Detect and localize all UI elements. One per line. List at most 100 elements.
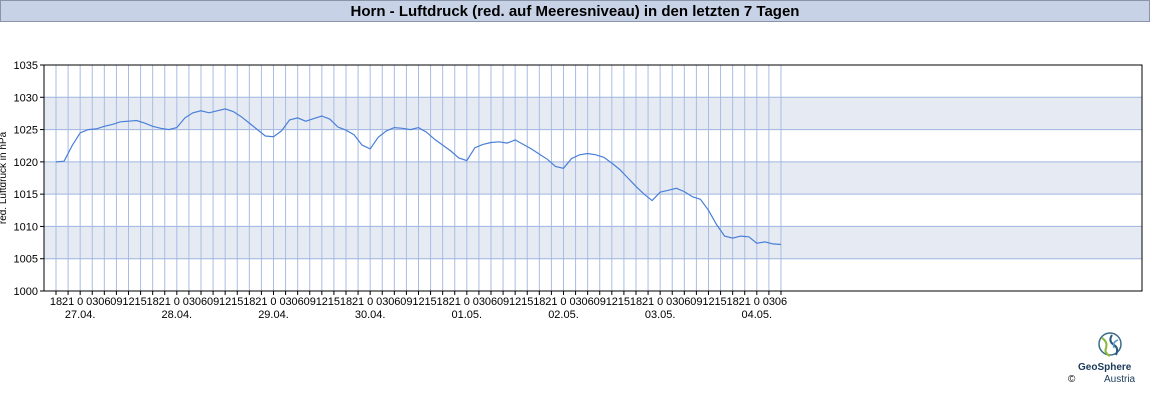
y-tick-label: 1035 [14,60,38,72]
x-tick-label: 06 [98,296,110,308]
date-label: 04.05. [742,309,773,321]
background-band [44,97,1142,130]
x-tick-label: 21 [62,296,74,308]
x-tick-label: 09 [690,296,702,308]
x-tick-label: 03 [376,296,388,308]
x-tick-label: 0 [657,296,663,308]
date-label: 01.05. [452,309,483,321]
x-tick-label: 03 [763,296,775,308]
x-tick-label: 09 [110,296,122,308]
x-tick-label: 18 [243,296,255,308]
chart-title: Horn - Luftdruck (red. auf Meeresniveau)… [350,3,800,20]
copyright: © [1068,374,1076,385]
date-label: 02.05. [548,309,579,321]
y-tick-label: 1020 [14,157,38,169]
x-tick-label: 0 [174,296,180,308]
background-band [44,65,1142,98]
y-tick-label: 1010 [14,221,38,233]
x-tick-label: 03 [473,296,485,308]
x-tick-label: 15 [521,296,533,308]
x-tick-label: 0 [754,296,760,308]
chart-title-bar: Horn - Luftdruck (red. auf Meeresniveau)… [0,0,1150,22]
x-tick-label: 21 [545,296,557,308]
background-band [44,226,1142,259]
x-tick-label: 15 [231,296,243,308]
logo-name: GeoSphere [1078,362,1132,373]
x-tick-label: 15 [424,296,436,308]
x-tick-label: 06 [195,296,207,308]
x-tick-label: 21 [642,296,654,308]
x-tick-label: 0 [77,296,83,308]
x-tick-label: 21 [739,296,751,308]
date-label: 03.05. [645,309,676,321]
x-tick-label: 09 [207,296,219,308]
background-band [44,161,1142,195]
x-tick-label: 15 [328,296,340,308]
y-tick-label: 1015 [14,189,38,201]
x-tick-label: 06 [388,296,400,308]
x-tick-label: 03 [569,296,581,308]
x-tick-label: 09 [400,296,412,308]
x-tick-label: 18 [727,296,739,308]
x-tick-label: 12 [702,296,714,308]
y-tick-label: 1000 [14,286,38,298]
x-tick-label: 15 [134,296,146,308]
x-tick-label: 21 [159,296,171,308]
background-bands [44,65,1142,291]
x-tick-label: 06 [582,296,594,308]
x-tick-label: 18 [147,296,159,308]
x-tick-label: 18 [50,296,62,308]
x-tick-label: 21 [352,296,364,308]
x-tick-label: 12 [606,296,618,308]
x-tick-label: 0 [270,296,276,308]
x-tick-label: 06 [485,296,497,308]
x-tick-label: 09 [304,296,316,308]
x-tick-label: 06 [678,296,690,308]
date-label: 27.04. [65,309,96,321]
x-tick-label: 09 [497,296,509,308]
y-tick-label: 1005 [14,254,38,266]
y-tick-label: 1030 [14,92,38,104]
background-band [44,258,1142,291]
x-tick-label: 06 [292,296,304,308]
x-tick-label: 03 [183,296,195,308]
date-label: 30.04. [355,309,386,321]
x-tick-label: 09 [594,296,606,308]
geosphere-logo-icon [1098,332,1122,357]
x-tick-label: 18 [533,296,545,308]
x-tick-label: 18 [437,296,449,308]
x-tick-label: 12 [316,296,328,308]
x-tick-label: 0 [464,296,470,308]
x-tick-label: 12 [122,296,134,308]
x-axis-dates: 27.04. 28.04. 29.04. 30.04. 01.05. 02.05. 03.0… [65,309,772,321]
background-band [44,129,1142,162]
x-tick-label: 15 [714,296,726,308]
x-tick-label: 18 [630,296,642,308]
x-tick-label: 12 [412,296,424,308]
x-tick-label: 21 [255,296,267,308]
x-tick-label: 21 [449,296,461,308]
x-tick-label: 06 [775,296,787,308]
x-tick-label: 0 [367,296,373,308]
x-tick-label: 0 [560,296,566,308]
x-tick-label: 03 [666,296,678,308]
x-axis-ticks: 18 21 0 03 06 09 12 15 18 21 0 03 06 09 12 15 18 21 0 03 06 0… [50,291,787,308]
x-tick-label: 03 [86,296,98,308]
x-tick-label: 18 [340,296,352,308]
vertical-gridlines [55,65,782,291]
date-label: 28.04. [162,309,193,321]
logo-subtitle: Austria [1104,374,1136,385]
x-tick-label: 03 [279,296,291,308]
background-band [44,194,1142,227]
x-tick-label: 15 [618,296,630,308]
data-series [55,108,782,246]
y-tick-label: 1025 [14,125,38,137]
y-axis-label: red. Luftdruck in hPa [0,131,9,224]
date-label: 29.04. [258,309,289,321]
plot-frame [43,64,1143,292]
series-line [55,108,782,246]
x-tick-label: 12 [219,296,231,308]
x-tick-label: 12 [509,296,521,308]
y-axis-ticks: 1000 1005 1010 1015 1020 1025 1030 1035 [14,60,44,298]
